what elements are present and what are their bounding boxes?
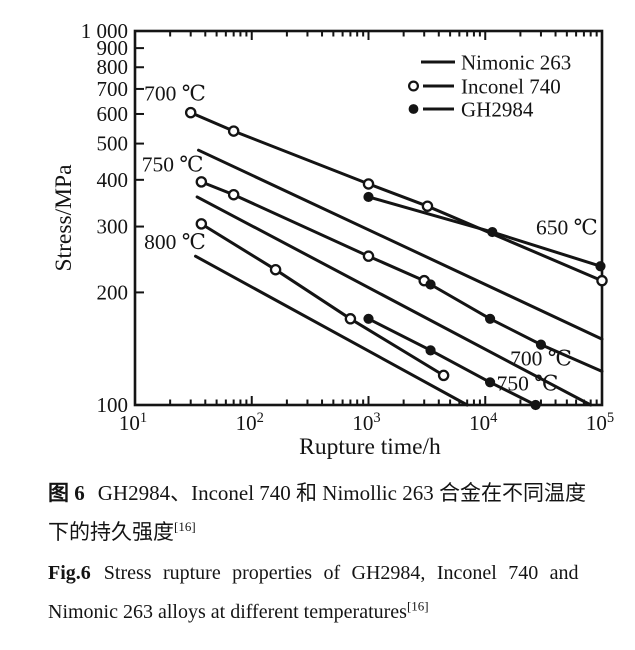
series-line-nimonic-263-750 <box>195 195 593 407</box>
filled-circle-marker <box>425 345 436 356</box>
caption-en: Fig.6 Stress rupture properties of GH2984… <box>40 554 635 632</box>
temperature-label: 650 ℃ <box>536 216 598 240</box>
caption-zh-line2: 下的持久强度 <box>48 520 174 544</box>
y-tick-label: 100 <box>97 393 129 417</box>
y-axis-title: Stress/MPa <box>51 164 77 272</box>
open-circle-marker <box>184 106 197 119</box>
open-circle-marker <box>421 200 434 212</box>
open-circle-marker <box>195 218 208 230</box>
figure-6: 1 000 900 800 700 600 500 400 300 200 100 101 102 10… <box>40 16 635 634</box>
x-tick-label: 105 <box>586 410 614 435</box>
x-tick-label: 101 <box>119 410 147 435</box>
temperature-label: 800 ℃ <box>144 230 206 254</box>
y-tick-label: 600 <box>97 102 129 126</box>
caption-en-ref: [16] <box>406 598 429 614</box>
open-circle-marker <box>195 176 208 188</box>
open-circle-marker <box>362 178 375 190</box>
temperature-label: 700 ℃ <box>510 347 572 371</box>
x-tick-label: 103 <box>352 410 380 435</box>
y-tick-label: 200 <box>97 280 129 304</box>
caption-en-label: Fig.6 <box>48 562 91 584</box>
x-tick-label: 104 <box>469 410 498 435</box>
temperature-label: 700 ℃ <box>144 82 206 106</box>
caption-zh-ref: [16] <box>174 519 196 534</box>
filled-circle-marker <box>363 191 374 203</box>
open-circle-legend-icon <box>408 80 420 92</box>
caption-en-line2: Nimonic 263 alloys at different temperat… <box>48 601 407 623</box>
filled-circle-legend-icon <box>408 104 419 114</box>
caption-zh-label: 图 6 <box>48 481 85 505</box>
filled-circle-marker <box>487 226 498 238</box>
x-tick-label: 102 <box>236 410 264 435</box>
y-tick-label: 800 <box>97 55 129 79</box>
temperature-label: 750 ℃ <box>497 372 559 396</box>
axis-ticks <box>134 30 603 406</box>
y-tick-label: 700 <box>97 77 129 101</box>
filled-circle-marker <box>595 261 606 272</box>
legend-label: GH2984 <box>461 98 534 122</box>
series-line-inconel-740-800 <box>199 222 446 377</box>
series-line-nimonic-263-800 <box>194 254 469 407</box>
filled-circle-marker <box>484 313 496 324</box>
open-circle-marker <box>362 250 375 262</box>
open-circle-marker <box>437 369 450 382</box>
y-tick-label: 1 000 <box>81 19 128 43</box>
x-axis-title: Rupture time/h <box>299 434 441 460</box>
series-line-nimonic-263-700 <box>197 148 604 341</box>
temperature-label: 750 ℃ <box>142 152 204 176</box>
y-tick-label: 500 <box>97 132 129 156</box>
filled-circle-marker <box>530 399 541 411</box>
open-circle-marker <box>344 313 357 325</box>
filled-circle-marker <box>425 279 436 290</box>
caption-en-line1: Stress rupture properties of GH2984, Inc… <box>103 562 579 584</box>
y-tick-label: 300 <box>97 215 129 239</box>
legend-label: Nimonic 263 <box>461 51 571 75</box>
caption-zh-line1: GH2984、Inconel 740 和 Nimollic 263 合金在不同温… <box>97 481 586 505</box>
series-markers <box>184 106 608 411</box>
filled-circle-marker <box>535 339 547 350</box>
series-line-inconel-740-750 <box>199 180 426 283</box>
open-circle-marker <box>227 125 240 137</box>
open-circle-marker <box>227 188 240 201</box>
series-line-gh2984-750 <box>367 317 538 407</box>
filled-circle-marker <box>363 313 374 324</box>
open-circle-marker <box>269 263 282 276</box>
filled-circle-marker <box>484 377 496 388</box>
series-line-gh2984-700 <box>429 283 604 373</box>
y-tick-label: 900 <box>97 36 129 60</box>
legend-label: Inconel 740 <box>461 75 561 99</box>
open-circle-marker <box>596 274 608 287</box>
x-tick-labels: 101 102 103 104 105 <box>119 410 614 435</box>
y-tick-label: 400 <box>97 168 129 192</box>
caption-zh: 图 6 GH2984、Inconel 740 和 Nimollic 263 合金在… <box>40 474 635 552</box>
